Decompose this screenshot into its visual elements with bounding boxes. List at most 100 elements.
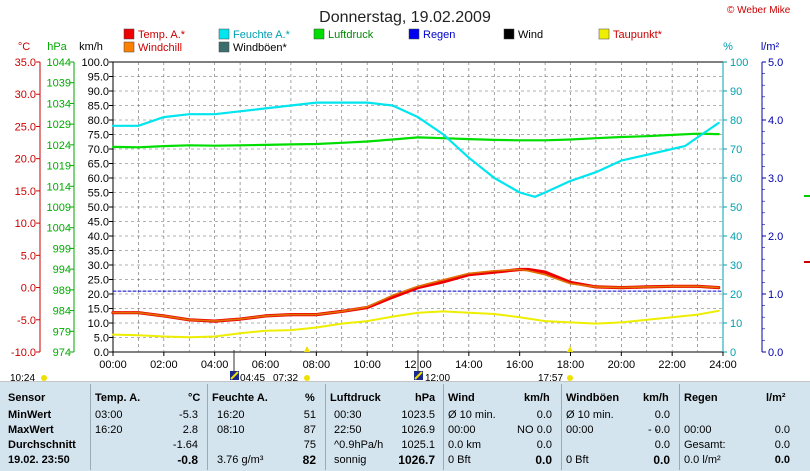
temp-axis-tick-label: 10.0 xyxy=(15,218,36,230)
axis-unit-label: % xyxy=(723,41,733,53)
legend-label: Wind xyxy=(518,29,543,41)
stats-0-temp-val: -5.3 xyxy=(179,409,198,421)
pressure-axis-tick-label: 1009 xyxy=(47,202,71,214)
temp-axis-tick-label: 20.0 xyxy=(15,154,36,166)
legend-label: Feuchte A.* xyxy=(233,29,291,41)
x-tick-label: 04:00 xyxy=(201,359,229,371)
wind-axis-tick-label: 25.0 xyxy=(88,275,109,287)
temp-axis-tick-label: 25.0 xyxy=(15,121,36,133)
wind-axis-tick-label: 70.0 xyxy=(88,144,109,156)
stats-header-sensor: Sensor xyxy=(8,392,46,404)
stats-3-gust-val: 0.0 xyxy=(653,453,670,467)
stats-2-press-time: ^0.9hPa/h xyxy=(334,439,384,451)
stats-header-wind: Wind xyxy=(448,392,475,404)
stats-1-gust-val: 0.0 xyxy=(654,424,670,436)
legend-swatch xyxy=(503,28,515,40)
event-markers: 10:24 04:45 07:32 12:00 17:57 xyxy=(10,346,573,382)
x-tick-label: 02:00 xyxy=(150,359,178,371)
stats-header-press-unit: hPa xyxy=(415,392,436,404)
rain-axis-tick-label: 3.0 xyxy=(768,173,783,185)
stats-0-press-time: 00:30 xyxy=(334,409,362,421)
humidity-axis-tick-label: 90 xyxy=(730,86,742,98)
temp-axis-tick-label: -10.0 xyxy=(11,347,36,359)
stats-header-rain: Regen xyxy=(684,392,718,404)
stats-3-gust-time: 0 Bft xyxy=(566,454,589,466)
stats-header-wind-unit: km/h xyxy=(524,392,550,404)
stats-2-wind-val: 0.0 xyxy=(536,439,552,451)
stats-1-gust-mid: - - xyxy=(648,424,659,436)
legend-swatch xyxy=(598,28,610,40)
stats-3-hum-time: 3.76 g/m³ xyxy=(217,454,264,466)
rain-axis-tick-label: 1.0 xyxy=(768,289,783,301)
series-feuchte-a xyxy=(111,101,720,198)
pressure-axis-tick-label: 979 xyxy=(53,326,71,338)
pressure-axis-tick-label: 1019 xyxy=(47,161,71,173)
marker-label: 12:00 xyxy=(425,373,450,382)
stats-0-hum-time: 16:20 xyxy=(217,409,245,421)
marker-label: 04:45 xyxy=(240,373,265,382)
x-tick-label: 08:00 xyxy=(303,359,331,371)
humidity-axis-tick-label: 40 xyxy=(730,231,742,243)
temp-axis-tick-label: 30.0 xyxy=(15,89,36,101)
stats-header-temp-unit: °C xyxy=(188,392,201,404)
stats-3-press-time: sonnig xyxy=(334,454,367,466)
axes: 35.0 30.0 25.0 20.0 15.0 10.0 5.0 0.0 -5.0 -10.0 1… xyxy=(11,57,810,359)
x-tick-label: 14:00 xyxy=(455,359,483,371)
humidity-axis-tick-label: 60 xyxy=(730,173,742,185)
stats-0-label: MinWert xyxy=(8,409,52,421)
statistics-panel: Sensor Temp. A. °C Feuchte A. % Luftdruc… xyxy=(0,382,810,471)
marker-triangle xyxy=(567,346,573,352)
stats-1-label: MaxWert xyxy=(8,424,54,436)
stats-0-wind-val: 0.0 xyxy=(536,409,552,421)
wind-axis-tick-label: 75.0 xyxy=(88,130,109,142)
stats-header-rain-unit: l/m² xyxy=(766,392,786,404)
grid xyxy=(113,62,723,352)
stats-1-rain-time: 00:00 xyxy=(684,424,712,436)
legend-label: Windböen* xyxy=(233,42,288,54)
legend-swatch xyxy=(123,28,135,40)
stats-1-rain-val: 0.0 xyxy=(774,424,790,436)
copyright: © Weber Mike xyxy=(727,5,791,16)
sunrise-marker-icon xyxy=(230,371,239,380)
stats-header-hum-unit: % xyxy=(305,392,315,404)
pressure-axis-tick-label: 1024 xyxy=(47,140,71,152)
legend-swatch xyxy=(123,41,135,53)
rain-axis-tick-label: 2.0 xyxy=(768,231,783,243)
legend-swatch xyxy=(313,28,325,40)
stats-2-label: Durchschnitt xyxy=(8,439,76,451)
moon-marker-icon xyxy=(304,375,310,381)
stats-3-wind-time: 0 Bft xyxy=(448,454,471,466)
pressure-axis-tick-label: 1004 xyxy=(47,223,71,235)
stats-3-label: 19.02. 23:50 xyxy=(8,454,70,466)
humidity-axis-tick-label: 20 xyxy=(730,289,742,301)
stats-1-hum-val: 87 xyxy=(303,424,316,436)
pressure-axis-tick-label: 984 xyxy=(53,306,71,318)
stats-2-rain-val: 0.0 xyxy=(774,439,790,451)
temp-axis-tick-label: 5.0 xyxy=(21,250,36,262)
wind-axis-tick-label: 20.0 xyxy=(88,289,109,301)
stats-1-press-val: 1026.9 xyxy=(401,424,435,436)
pressure-axis-tick-label: 1014 xyxy=(47,181,71,193)
temp-axis-tick-label: -5.0 xyxy=(17,315,36,327)
marker-label: 17:57 xyxy=(538,373,563,382)
stats-2-gust-val: 0.0 xyxy=(654,439,670,451)
axis-headers: °C hPa km/h% l/m² xyxy=(18,41,780,53)
wind-axis-tick-label: 35.0 xyxy=(88,246,109,258)
humidity-axis-tick-label: 50 xyxy=(730,202,742,214)
temp-axis-tick-label: 0.0 xyxy=(21,283,36,295)
humidity-axis-tick-label: 0 xyxy=(730,347,736,359)
stats-1-wind-val: 0.0 xyxy=(536,424,552,436)
pressure-axis-tick-label: 974 xyxy=(53,347,71,359)
humidity-axis-tick-label: 70 xyxy=(730,144,742,156)
stats-3-press-val: 1026.7 xyxy=(398,453,435,467)
rain-axis-tick-label: 0.0 xyxy=(768,347,783,359)
axis-unit-label: hPa xyxy=(47,41,67,53)
wind-axis-tick-label: 40.0 xyxy=(88,231,109,243)
stats-3-temp-val: -0.8 xyxy=(177,453,198,467)
x-tick-label: 16:00 xyxy=(506,359,534,371)
pressure-axis-tick-label: 989 xyxy=(53,285,71,297)
stats-2-press-val: 1025.1 xyxy=(401,439,435,451)
series-taupunkt xyxy=(112,309,720,339)
stats-1-wind-time: 00:00 xyxy=(448,424,476,436)
stats-1-hum-time: 08:10 xyxy=(217,424,245,436)
